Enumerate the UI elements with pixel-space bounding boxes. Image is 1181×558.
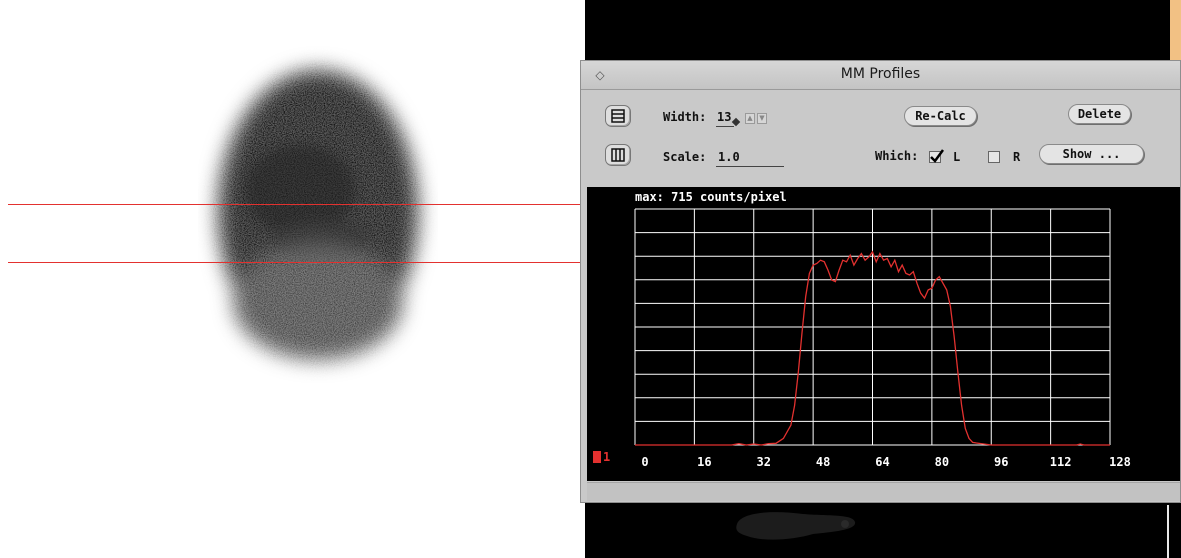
x-tick-label: 48 bbox=[816, 455, 830, 469]
scale-value[interactable]: 1.0 bbox=[718, 150, 740, 164]
vertical-lines-icon bbox=[611, 148, 625, 162]
x-tick-label: 112 bbox=[1050, 455, 1072, 469]
status-strip bbox=[587, 482, 1180, 501]
background-dark-shape bbox=[736, 512, 856, 540]
x-tick-label: 80 bbox=[935, 455, 949, 469]
profile-series-line bbox=[635, 250, 1110, 446]
roi-upper-line[interactable] bbox=[8, 204, 582, 205]
background-window-edge bbox=[1170, 0, 1181, 70]
column-profile-button[interactable] bbox=[605, 144, 631, 166]
x-tick-label: 32 bbox=[757, 455, 771, 469]
x-tick-label: 0 bbox=[641, 455, 648, 469]
window-menu-icon[interactable]: ◇ bbox=[595, 68, 605, 82]
left-checkbox-label: L bbox=[953, 150, 961, 164]
mm-profiles-window: ◇ MM Profiles Width: 13 ▲ ▼ Re-Calc Dele… bbox=[580, 60, 1181, 503]
row-profile-button[interactable] bbox=[605, 105, 631, 127]
background-window-edge-line bbox=[1167, 505, 1169, 558]
series-color-swatch bbox=[593, 451, 601, 463]
x-tick-labels: 0 16 32 48 64 80 96 112 128 bbox=[641, 455, 1130, 469]
chart-grid bbox=[634, 208, 1111, 446]
width-decrement-button[interactable]: ▼ bbox=[757, 113, 767, 124]
cursor-icon bbox=[731, 117, 741, 127]
chart-title: max: 715 counts/pixel bbox=[635, 190, 787, 204]
which-label: Which: bbox=[875, 149, 919, 163]
x-tick-label: 96 bbox=[994, 455, 1008, 469]
left-checkbox[interactable] bbox=[929, 149, 945, 163]
series-label: 1 bbox=[603, 450, 610, 464]
width-value[interactable]: 13 bbox=[717, 110, 732, 124]
checkmark-icon bbox=[930, 149, 945, 163]
scale-label: Scale: bbox=[663, 150, 707, 164]
x-tick-label: 64 bbox=[875, 455, 889, 469]
width-label: Width: bbox=[663, 110, 707, 124]
width-field-underline bbox=[716, 126, 734, 127]
title-bar[interactable]: ◇ MM Profiles bbox=[581, 61, 1180, 90]
right-checkbox[interactable] bbox=[988, 151, 1000, 163]
recalc-button[interactable]: Re-Calc bbox=[904, 106, 977, 126]
show-button[interactable]: Show ... bbox=[1039, 144, 1144, 164]
scintigraphy-image bbox=[0, 0, 585, 558]
profile-chart: max: 715 counts/pixel 0 16 32 48 64 80 96 112 12… bbox=[593, 190, 1131, 469]
width-increment-button[interactable]: ▲ bbox=[745, 113, 755, 124]
profile-plot-panel: max: 715 counts/pixel 0 16 32 48 64 80 96 112 12… bbox=[587, 187, 1180, 481]
horizontal-lines-icon bbox=[611, 109, 625, 123]
x-tick-label: 128 bbox=[1109, 455, 1131, 469]
roi-lower-line[interactable] bbox=[8, 262, 582, 263]
window-title: MM Profiles bbox=[840, 66, 921, 82]
x-tick-label: 16 bbox=[697, 455, 711, 469]
delete-button[interactable]: Delete bbox=[1068, 104, 1131, 124]
right-checkbox-label: R bbox=[1013, 150, 1021, 164]
scale-field-underline bbox=[716, 166, 784, 167]
